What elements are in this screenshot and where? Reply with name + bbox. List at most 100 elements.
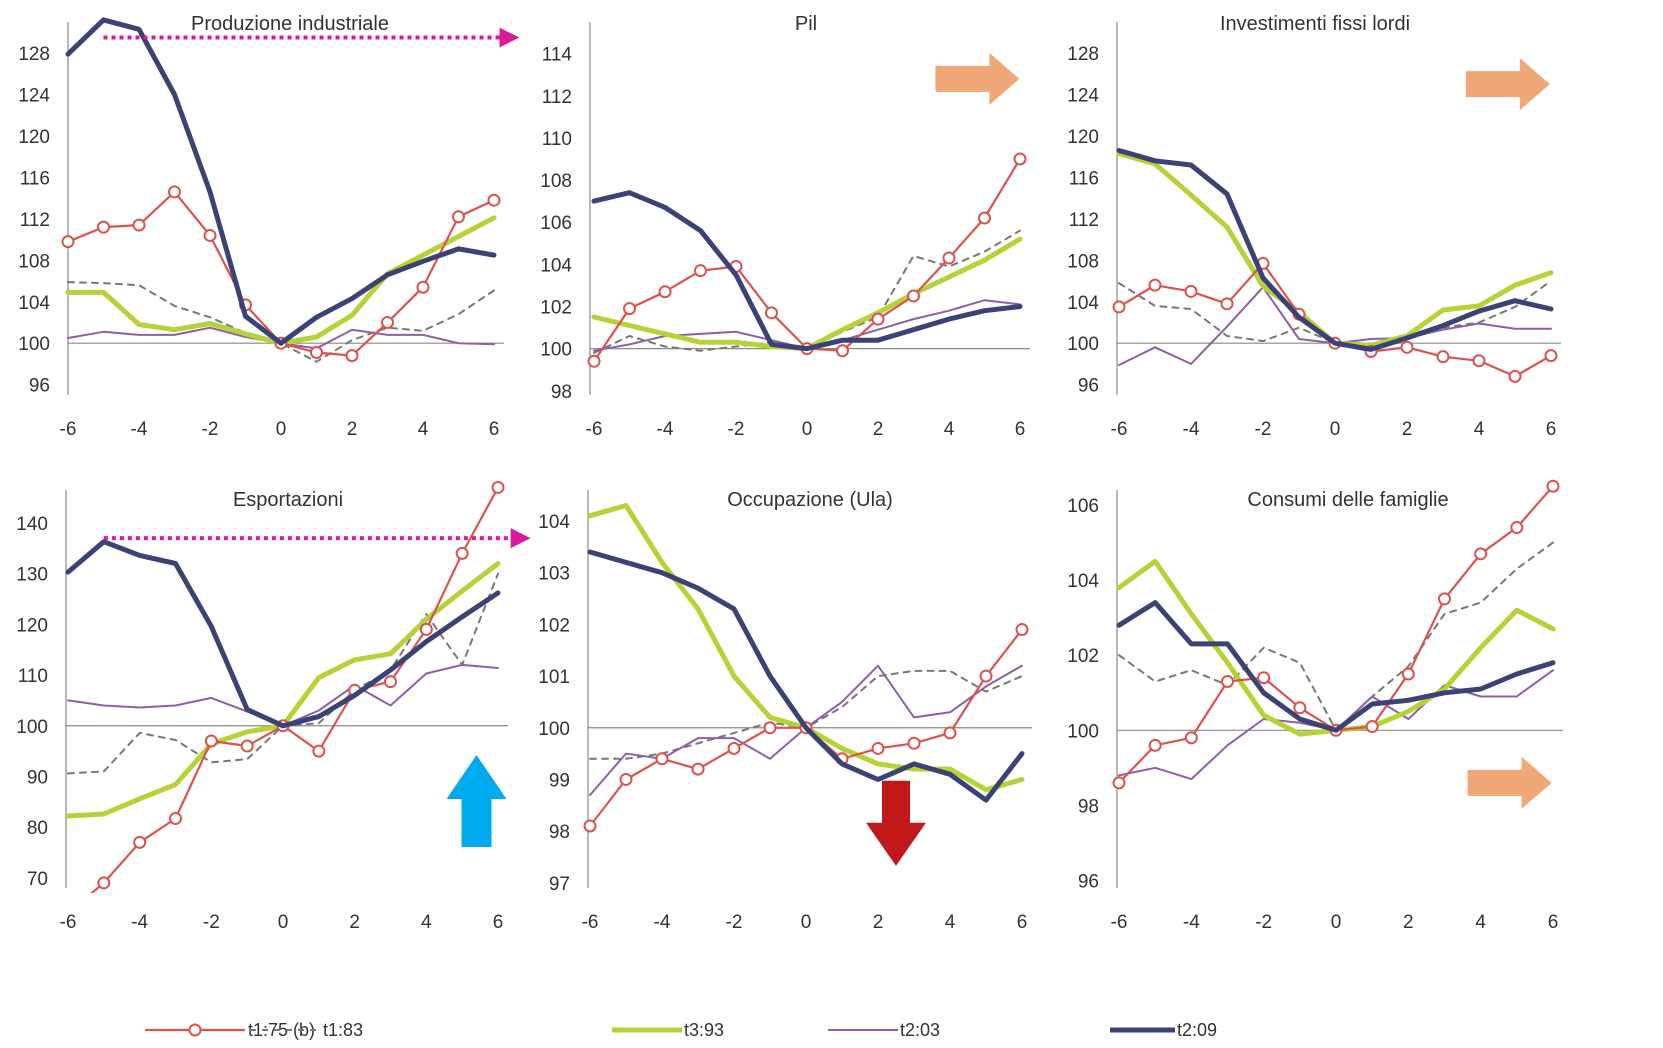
y-tick-label: 106: [1067, 496, 1099, 517]
chart-title: Consumi delle famiglie: [1247, 489, 1448, 511]
data-point: [907, 289, 920, 303]
x-tick-label: -4: [1183, 419, 1200, 440]
x-tick-label: -4: [131, 419, 148, 440]
chart-title: Investimenti fissi lordi: [1220, 13, 1410, 35]
data-point: [943, 726, 957, 740]
data-point: [61, 235, 75, 249]
legend-label: t2:09: [1177, 1020, 1217, 1040]
y-tick-label: 112: [1069, 210, 1099, 231]
chart-panel-2: 98 100 102 104 106 108 110 112 114 -6 -4 -2 0 2 4 6 Pil: [540, 13, 1030, 440]
y-tick-label: 102: [1067, 646, 1099, 667]
legend-marker: [188, 1023, 202, 1037]
data-point: [1112, 776, 1126, 790]
y-tick-label: 96: [1078, 376, 1099, 397]
y-tick-label: 112: [542, 87, 572, 108]
data-point: [381, 315, 394, 329]
y-tick-label: 124: [18, 86, 50, 107]
series-line-t3-93: [65, 561, 501, 819]
series-line-t3-93: [1116, 558, 1556, 737]
data-point: [1365, 720, 1379, 734]
data-point: [1510, 521, 1524, 535]
data-point: [1436, 350, 1450, 364]
y-tick-label: 98: [1078, 796, 1099, 817]
y-tick-label: 99: [549, 770, 570, 791]
blue-up-arrow-icon: [446, 755, 507, 848]
x-tick-label: -6: [1111, 419, 1128, 440]
x-tick-label: 0: [802, 419, 813, 440]
data-point: [1112, 300, 1126, 314]
chart-panel-6: 96 98 100 102 104 106 -6 -4 -2 0 2 4 6 Consumi delle …: [1067, 479, 1563, 933]
data-point: [1472, 354, 1486, 368]
data-point: [583, 819, 597, 833]
data-point: [836, 344, 849, 358]
y-tick-label: 96: [1078, 871, 1099, 892]
y-tick-label: 97: [549, 874, 570, 895]
y-tick-label: 106: [540, 213, 572, 234]
y-tick-label: 90: [27, 767, 48, 788]
y-tick-label: 98: [551, 382, 572, 403]
series-line-t2-09: [65, 539, 501, 729]
x-tick-label: 2: [873, 419, 884, 440]
x-tick-label: 4: [944, 419, 955, 440]
data-point: [169, 812, 182, 826]
series-line-t1-83: [589, 669, 1023, 760]
data-point: [132, 218, 146, 232]
data-point: [487, 193, 501, 207]
data-point: [384, 675, 397, 689]
y-tick-label: 120: [1067, 127, 1099, 148]
series-line-t1-75--b-: [66, 190, 496, 357]
y-tick-label: 108: [540, 171, 572, 192]
data-point: [655, 752, 669, 766]
y-tick-label: 100: [1067, 721, 1099, 742]
y-tick-label: 108: [1067, 251, 1099, 272]
data-point: [1148, 738, 1162, 752]
chart-title: Produzione industriale: [191, 13, 389, 35]
data-point: [1148, 278, 1162, 292]
data-point: [1015, 623, 1029, 637]
legend-label: t1:83: [323, 1020, 363, 1040]
x-tick-label: -4: [131, 912, 148, 933]
data-point: [97, 220, 110, 234]
x-tick-label: 2: [349, 912, 360, 933]
x-tick-label: -2: [726, 912, 743, 933]
y-tick-label: 80: [27, 818, 48, 839]
y-tick-label: 116: [1069, 168, 1099, 189]
data-point: [419, 622, 433, 636]
data-point: [871, 741, 885, 755]
y-tick-label: 112: [20, 210, 50, 231]
data-point: [978, 211, 991, 225]
legend-item: t2:03: [828, 1020, 940, 1040]
x-tick-label: 4: [421, 912, 432, 933]
y-tick-label: 102: [538, 615, 570, 636]
x-tick-label: 6: [493, 912, 504, 933]
data-point: [1474, 547, 1488, 561]
chart-panel-5: 97 98 99 100 101 102 103 104 -6 -4 -2 0 2 4 6 Occupazio…: [538, 489, 1032, 933]
y-tick-label: 110: [18, 666, 48, 687]
data-point: [763, 721, 777, 735]
data-point: [168, 185, 181, 199]
x-tick-label: 4: [1475, 912, 1486, 933]
series-line-t2-03: [1118, 286, 1552, 366]
data-point: [416, 280, 430, 294]
y-tick-label: 102: [540, 297, 572, 318]
legend: t1:75 (b) t1:83 t3:93 t2:03 t2:09: [145, 1020, 1217, 1040]
x-tick-label: -6: [586, 419, 603, 440]
y-tick-label: 116: [20, 168, 50, 189]
data-point: [694, 264, 707, 278]
x-tick-label: 2: [873, 912, 884, 933]
series-line-t1-83: [67, 572, 499, 775]
data-point: [1184, 731, 1198, 745]
x-tick-label: -2: [202, 419, 219, 440]
x-tick-label: -4: [1183, 912, 1200, 933]
data-point: [765, 306, 778, 320]
y-tick-label: 98: [549, 822, 570, 843]
series-line-t1-83: [67, 281, 495, 363]
x-tick-label: 2: [347, 419, 358, 440]
data-point: [491, 480, 505, 494]
x-tick-label: 4: [418, 419, 429, 440]
orange-right-arrow-icon: [1465, 58, 1550, 111]
data-point: [1013, 152, 1027, 166]
x-tick-label: -4: [657, 419, 674, 440]
x-tick-label: -2: [1255, 419, 1272, 440]
